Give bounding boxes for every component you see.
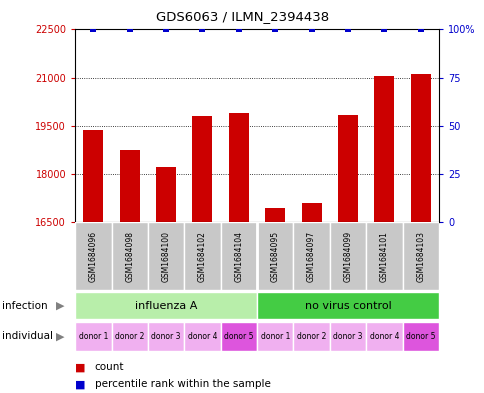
Bar <box>257 222 293 290</box>
Text: GSM1684104: GSM1684104 <box>234 231 243 282</box>
Bar <box>83 130 103 222</box>
Bar <box>365 222 402 290</box>
Point <box>343 26 351 33</box>
Text: individual: individual <box>2 331 53 342</box>
Point <box>307 26 315 33</box>
Bar <box>374 76 393 222</box>
Bar <box>148 222 184 290</box>
Text: infection: infection <box>2 301 48 311</box>
Text: percentile rank within the sample: percentile rank within the sample <box>94 379 270 389</box>
Bar <box>111 222 148 290</box>
Text: donor 1: donor 1 <box>78 332 108 341</box>
Bar <box>301 203 321 222</box>
Text: donor 5: donor 5 <box>224 332 253 341</box>
Text: donor 1: donor 1 <box>260 332 289 341</box>
Bar <box>402 222 438 290</box>
Bar <box>228 113 248 222</box>
Bar <box>402 322 438 351</box>
Text: GSM1684096: GSM1684096 <box>89 231 98 282</box>
Bar <box>184 222 220 290</box>
Text: donor 2: donor 2 <box>115 332 144 341</box>
Bar <box>329 322 365 351</box>
Text: GSM1684097: GSM1684097 <box>306 231 316 282</box>
Text: GSM1684101: GSM1684101 <box>379 231 388 282</box>
Point <box>379 26 387 33</box>
Bar <box>184 322 220 351</box>
Bar <box>75 222 111 290</box>
Bar <box>148 322 184 351</box>
Bar <box>257 322 293 351</box>
Bar <box>75 322 111 351</box>
Text: donor 3: donor 3 <box>151 332 181 341</box>
Point <box>89 26 97 33</box>
Point <box>198 26 206 33</box>
Text: GSM1684102: GSM1684102 <box>197 231 207 282</box>
Text: ▶: ▶ <box>56 331 64 342</box>
Point <box>234 26 242 33</box>
Bar <box>329 222 365 290</box>
Text: ▶: ▶ <box>56 301 64 311</box>
Bar <box>293 222 329 290</box>
Bar <box>365 322 402 351</box>
Bar <box>220 222 257 290</box>
Text: GSM1684099: GSM1684099 <box>343 231 352 282</box>
Text: donor 4: donor 4 <box>369 332 398 341</box>
Text: GSM1684100: GSM1684100 <box>161 231 170 282</box>
Text: influenza A: influenza A <box>135 301 197 311</box>
Bar <box>265 208 285 222</box>
Bar <box>120 150 139 222</box>
Text: ■: ■ <box>75 362 86 373</box>
Bar <box>410 74 430 222</box>
Bar <box>192 116 212 222</box>
Bar <box>257 292 438 319</box>
Text: no virus control: no virus control <box>304 301 391 311</box>
Point <box>271 26 278 33</box>
Text: donor 2: donor 2 <box>296 332 326 341</box>
Bar <box>293 322 329 351</box>
Bar <box>75 292 257 319</box>
Bar <box>156 167 176 222</box>
Text: GSM1684095: GSM1684095 <box>270 231 279 282</box>
Text: GSM1684103: GSM1684103 <box>415 231 424 282</box>
Bar <box>337 114 357 222</box>
Point <box>125 26 133 33</box>
Text: count: count <box>94 362 124 373</box>
Text: GDS6063 / ILMN_2394438: GDS6063 / ILMN_2394438 <box>156 10 328 23</box>
Bar <box>111 322 148 351</box>
Point <box>416 26 424 33</box>
Text: ■: ■ <box>75 379 86 389</box>
Bar <box>220 322 257 351</box>
Text: donor 5: donor 5 <box>405 332 435 341</box>
Text: donor 3: donor 3 <box>333 332 362 341</box>
Text: donor 4: donor 4 <box>187 332 217 341</box>
Point <box>162 26 169 33</box>
Text: GSM1684098: GSM1684098 <box>125 231 134 282</box>
